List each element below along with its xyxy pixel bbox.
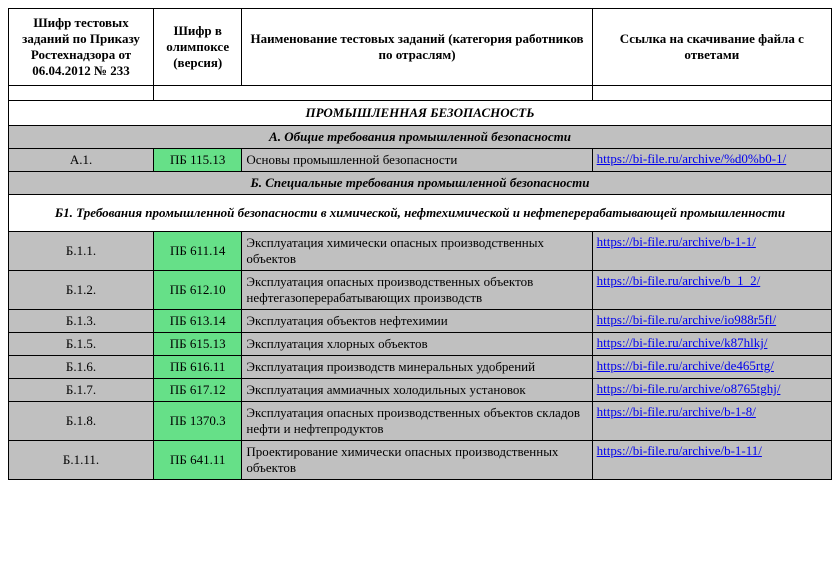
section-b1-label: Б1. Требования промышленной безопасности…	[9, 195, 832, 232]
cell-code: Б.1.7.	[9, 379, 154, 402]
main-table: Шифр тестовых заданий по Приказу Ростехн…	[8, 8, 832, 480]
cell-code: Б.1.11.	[9, 441, 154, 480]
data-row: Б.1.5.ПБ 615.13Эксплуатация хлорных объе…	[9, 333, 832, 356]
section-b-label: Б. Специальные требования промышленной б…	[9, 172, 832, 195]
section-main-row: ПРОМЫШЛЕННАЯ БЕЗОПАСНОСТЬ	[9, 101, 832, 126]
cell-code: Б.1.3.	[9, 310, 154, 333]
cell-name: Эксплуатация опасных производственных об…	[242, 402, 592, 441]
cell-code: Б.1.2.	[9, 271, 154, 310]
data-row: Б.1.3.ПБ 613.14Эксплуатация объектов неф…	[9, 310, 832, 333]
cell-name: Эксплуатация химически опасных производс…	[242, 232, 592, 271]
download-link[interactable]: https://bi-file.ru/archive/b-1-1/	[597, 234, 756, 249]
data-row: Б.1.11.ПБ 641.11Проектирование химически…	[9, 441, 832, 480]
cell-version: ПБ 612.10	[154, 271, 242, 310]
data-row: Б.1.2.ПБ 612.10Эксплуатация опасных прои…	[9, 271, 832, 310]
section-a-label: А. Общие требования промышленной безопас…	[9, 126, 832, 149]
cell-version: ПБ 1370.3	[154, 402, 242, 441]
cell-link: https://bi-file.ru/archive/b-1-11/	[592, 441, 831, 480]
data-row: Б.1.1.ПБ 611.14Эксплуатация химически оп…	[9, 232, 832, 271]
cell-name: Эксплуатация производств минеральных удо…	[242, 356, 592, 379]
cell-code: Б.1.5.	[9, 333, 154, 356]
cell-link: https://bi-file.ru/archive/de465rtg/	[592, 356, 831, 379]
section-b-row: Б. Специальные требования промышленной б…	[9, 172, 832, 195]
cell-name: Основы промышленной безопасности	[242, 149, 592, 172]
cell-code: Б.1.1.	[9, 232, 154, 271]
cell-version: ПБ 617.12	[154, 379, 242, 402]
cell-link: https://bi-file.ru/archive/%d0%b0-1/	[592, 149, 831, 172]
row-a1: А.1. ПБ 115.13 Основы промышленной безоп…	[9, 149, 832, 172]
section-a-row: А. Общие требования промышленной безопас…	[9, 126, 832, 149]
cell-name: Эксплуатация объектов нефтехимии	[242, 310, 592, 333]
cell-link: https://bi-file.ru/archive/io988r5fl/	[592, 310, 831, 333]
download-link[interactable]: https://bi-file.ru/archive/io988r5fl/	[597, 312, 776, 327]
cell-name: Эксплуатация аммиачных холодильных устан…	[242, 379, 592, 402]
spacer-row	[9, 86, 832, 101]
download-link[interactable]: https://bi-file.ru/archive/de465rtg/	[597, 358, 774, 373]
header-row: Шифр тестовых заданий по Приказу Ростехн…	[9, 9, 832, 86]
cell-version: ПБ 115.13	[154, 149, 242, 172]
cell-name: Проектирование химически опасных произво…	[242, 441, 592, 480]
cell-name: Эксплуатация опасных производственных об…	[242, 271, 592, 310]
cell-version: ПБ 613.14	[154, 310, 242, 333]
cell-version: ПБ 616.11	[154, 356, 242, 379]
header-col2: Шифр в олимпоксе (версия)	[154, 9, 242, 86]
data-row: Б.1.8.ПБ 1370.3Эксплуатация опасных прои…	[9, 402, 832, 441]
header-col1: Шифр тестовых заданий по Приказу Ростехн…	[9, 9, 154, 86]
cell-link: https://bi-file.ru/archive/o8765tghj/	[592, 379, 831, 402]
header-col4: Ссылка на скачивание файла с ответами	[592, 9, 831, 86]
cell-link: https://bi-file.ru/archive/b_1_2/	[592, 271, 831, 310]
data-row: Б.1.6.ПБ 616.11Эксплуатация производств …	[9, 356, 832, 379]
cell-link: https://bi-file.ru/archive/b-1-1/	[592, 232, 831, 271]
cell-link: https://bi-file.ru/archive/b-1-8/	[592, 402, 831, 441]
download-link[interactable]: https://bi-file.ru/archive/o8765tghj/	[597, 381, 781, 396]
cell-version: ПБ 611.14	[154, 232, 242, 271]
download-link[interactable]: https://bi-file.ru/archive/%d0%b0-1/	[597, 151, 787, 166]
cell-code: Б.1.6.	[9, 356, 154, 379]
download-link[interactable]: https://bi-file.ru/archive/b_1_2/	[597, 273, 761, 288]
cell-name: Эксплуатация хлорных объектов	[242, 333, 592, 356]
section-main-label: ПРОМЫШЛЕННАЯ БЕЗОПАСНОСТЬ	[9, 101, 832, 126]
download-link[interactable]: https://bi-file.ru/archive/b-1-8/	[597, 404, 756, 419]
data-row: Б.1.7.ПБ 617.12Эксплуатация аммиачных хо…	[9, 379, 832, 402]
header-col3: Наименование тестовых заданий (категория…	[242, 9, 592, 86]
download-link[interactable]: https://bi-file.ru/archive/k87hlkj/	[597, 335, 768, 350]
cell-link: https://bi-file.ru/archive/k87hlkj/	[592, 333, 831, 356]
cell-code: Б.1.8.	[9, 402, 154, 441]
section-b1-row: Б1. Требования промышленной безопасности…	[9, 195, 832, 232]
download-link[interactable]: https://bi-file.ru/archive/b-1-11/	[597, 443, 762, 458]
cell-version: ПБ 615.13	[154, 333, 242, 356]
cell-code: А.1.	[9, 149, 154, 172]
cell-version: ПБ 641.11	[154, 441, 242, 480]
